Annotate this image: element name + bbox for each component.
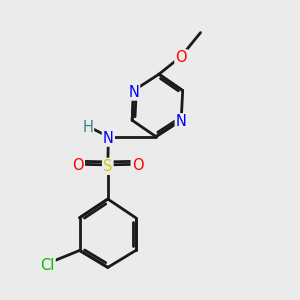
Text: H: H bbox=[82, 120, 93, 135]
Text: Cl: Cl bbox=[40, 257, 55, 272]
Text: N: N bbox=[103, 130, 114, 146]
Text: S: S bbox=[103, 159, 112, 174]
Text: O: O bbox=[72, 158, 84, 173]
Text: N: N bbox=[128, 85, 139, 100]
Text: O: O bbox=[176, 50, 187, 65]
Text: O: O bbox=[132, 158, 143, 173]
Text: N: N bbox=[176, 114, 187, 129]
